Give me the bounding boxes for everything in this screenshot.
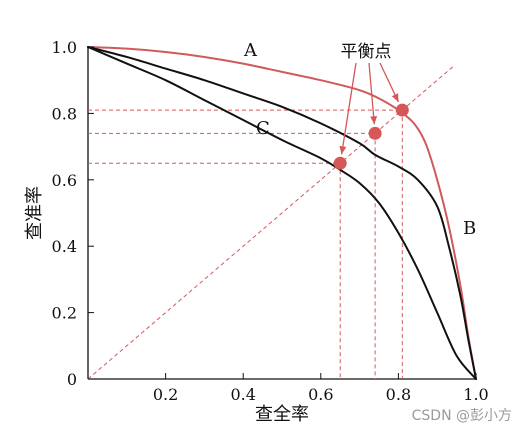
annotation-arrowhead	[339, 145, 347, 155]
curve-label-c: C	[256, 118, 270, 139]
curve-label-b: B	[463, 218, 476, 239]
diagonal-line	[87, 66, 454, 380]
break-even-label: 平衡点	[341, 42, 392, 62]
break-even-point-a	[395, 103, 409, 117]
curve-b	[87, 46, 477, 380]
annotation-arrowhead	[370, 116, 378, 125]
curve-c	[87, 46, 477, 380]
y-axis-title: 查准率	[24, 186, 45, 240]
x-tick-label: 1.0	[463, 385, 488, 404]
curve-a	[87, 46, 477, 380]
annotation-arrowhead	[391, 93, 399, 102]
y-tick-label: 0	[67, 370, 77, 389]
x-tick-label: 0.6	[308, 385, 333, 404]
x-tick-label: 0.2	[153, 385, 178, 404]
y-tick-label: 0.4	[52, 237, 77, 256]
y-tick-label: 0.8	[52, 104, 77, 123]
annotation-arrow	[368, 62, 375, 125]
x-tick-label: 0.4	[230, 385, 255, 404]
y-tick-label: 0.6	[52, 171, 77, 190]
y-tick-label: 1.0	[52, 38, 77, 57]
break-even-point-c	[333, 156, 347, 170]
y-tick-label: 0.2	[52, 304, 77, 323]
x-tick-label: 0.8	[386, 385, 411, 404]
annotation-arrow	[340, 62, 357, 155]
x-axis-title: 查全率	[255, 404, 309, 425]
curve-label-a: A	[243, 40, 258, 61]
watermark: CSDN @彭小方	[412, 408, 512, 424]
break-even-point-b	[368, 126, 382, 140]
